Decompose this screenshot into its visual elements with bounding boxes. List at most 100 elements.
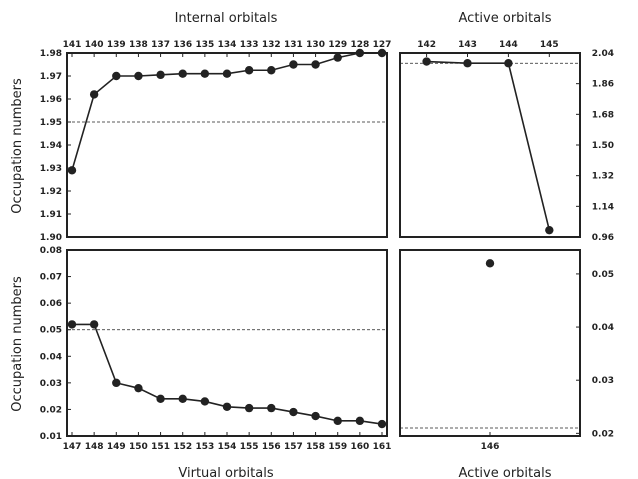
- x-tick-label: 155: [240, 442, 259, 452]
- data-point: [267, 66, 276, 75]
- data-point: [67, 320, 77, 329]
- panel-title-virtual: Virtual orbitals: [178, 466, 273, 479]
- data-point: [333, 53, 342, 62]
- data-point: [244, 403, 254, 413]
- y-axis-label-bottom: Occupation numbers: [10, 276, 25, 412]
- panel-title-active-bottom: Active orbitals: [459, 466, 552, 479]
- y-tick-label: 1.98: [40, 49, 62, 59]
- x-tick-label: 132: [262, 40, 281, 50]
- y-tick-label: 1.92: [40, 187, 62, 197]
- x-tick-label: 129: [328, 40, 347, 50]
- x-tick-label: 141: [63, 40, 82, 50]
- y-tick-label: 1.32: [592, 172, 614, 182]
- x-tick-label: 134: [218, 40, 237, 50]
- y-tick-label: 0.02: [40, 405, 62, 415]
- x-tick-label: 144: [499, 40, 518, 50]
- panel-title-internal: Internal orbitals: [175, 11, 278, 26]
- y-tick-label: 1.93: [40, 164, 62, 174]
- x-tick-label: 151: [151, 442, 170, 452]
- data-point: [377, 419, 387, 429]
- data-point: [463, 59, 472, 68]
- x-tick-label: 133: [240, 40, 259, 50]
- data-point: [422, 57, 431, 66]
- data-point: [355, 416, 365, 426]
- x-tick-label: 131: [284, 40, 303, 50]
- data-point: [112, 378, 121, 388]
- x-tick-label: 161: [373, 442, 392, 452]
- x-tick-label: 147: [63, 442, 82, 452]
- x-tick-label: 128: [350, 40, 369, 50]
- x-tick-label: 127: [373, 40, 392, 50]
- x-tick-label: 140: [85, 40, 104, 50]
- data-point: [289, 407, 298, 417]
- x-tick-label: 160: [350, 442, 369, 452]
- x-tick-label: 139: [107, 40, 126, 50]
- y-tick-label: 0.07: [40, 273, 62, 283]
- x-tick-label: 145: [540, 40, 559, 50]
- y-tick-label: 1.94: [40, 141, 62, 151]
- y-tick-label: 1.86: [592, 80, 614, 90]
- data-point: [200, 69, 210, 78]
- panel-active-orbitals-bottom: 0.02 0.03 0.04 0.05 146: [399, 249, 614, 452]
- y-tick-label: 0.05: [40, 326, 62, 336]
- series-line: [426, 60, 551, 231]
- x-tick-label: 154: [218, 442, 237, 452]
- y-tick-label: 0.05: [592, 270, 614, 280]
- y-tick-label: 1.91: [40, 210, 62, 220]
- x-tick-label: 135: [195, 40, 214, 50]
- y-tick-label: 0.01: [40, 432, 62, 442]
- data-point: [485, 259, 495, 268]
- y-tick-label: 0.04: [592, 323, 614, 333]
- y-tick-label: 2.04: [592, 49, 614, 59]
- y-tick-label: 0.03: [40, 379, 62, 389]
- x-tick-label: 153: [195, 442, 214, 452]
- y-tick-label: 0.02: [592, 429, 614, 439]
- x-tick-label: 146: [481, 442, 500, 452]
- x-tick-label: 130: [306, 40, 325, 50]
- data-point: [134, 71, 143, 81]
- data-point: [134, 383, 143, 393]
- y-tick-label: 1.90: [40, 233, 62, 243]
- x-tick-label: 158: [306, 442, 325, 452]
- data-point: [67, 166, 77, 175]
- data-point: [311, 411, 320, 421]
- data-point: [178, 69, 187, 78]
- x-tick-label: 142: [417, 40, 436, 50]
- x-tick-label: 143: [458, 40, 477, 50]
- data-point: [112, 71, 121, 81]
- data-point: [377, 48, 387, 58]
- data-point: [178, 394, 187, 403]
- data-point: [311, 60, 320, 69]
- y-axis-label-top: Occupation numbers: [10, 78, 25, 214]
- y-tick-label: 0.96: [592, 233, 614, 243]
- data-point: [222, 69, 232, 78]
- data-point: [333, 416, 342, 426]
- x-tick-label: 138: [129, 40, 148, 50]
- y-tick-label: 1.50: [592, 141, 614, 151]
- data-point: [355, 48, 365, 58]
- y-tick-label: 1.14: [592, 202, 614, 212]
- y-tick-label: 1.68: [592, 110, 614, 120]
- x-tick-label: 136: [173, 40, 192, 50]
- plot-frame: [66, 52, 388, 238]
- x-tick-label: 156: [262, 442, 281, 452]
- data-point: [200, 397, 210, 406]
- y-tick-label: 0.06: [40, 299, 62, 309]
- data-point: [156, 394, 165, 403]
- x-tick-label: 149: [107, 442, 126, 452]
- y-tick-label: 0.08: [40, 246, 62, 256]
- plot-frame: [399, 249, 581, 437]
- data-point: [89, 90, 99, 99]
- data-point: [244, 66, 254, 75]
- y-tick-label: 1.95: [40, 118, 62, 128]
- data-point: [289, 60, 298, 69]
- data-point: [545, 225, 554, 235]
- panel-virtual-orbitals: 0.01 0.02 0.03 0.04 0.05 0.06 0.07 0.08 147 148 14…: [40, 246, 392, 452]
- data-point: [89, 320, 99, 329]
- x-tick-label: 150: [129, 442, 148, 452]
- data-point: [156, 70, 165, 80]
- data-point: [222, 402, 232, 411]
- panel-active-orbitals-top: 0.96 1.14 1.32 1.50 1.68 1.86 2.04 142 143 144 145: [399, 40, 614, 243]
- data-point: [267, 403, 276, 413]
- x-tick-label: 148: [85, 442, 104, 452]
